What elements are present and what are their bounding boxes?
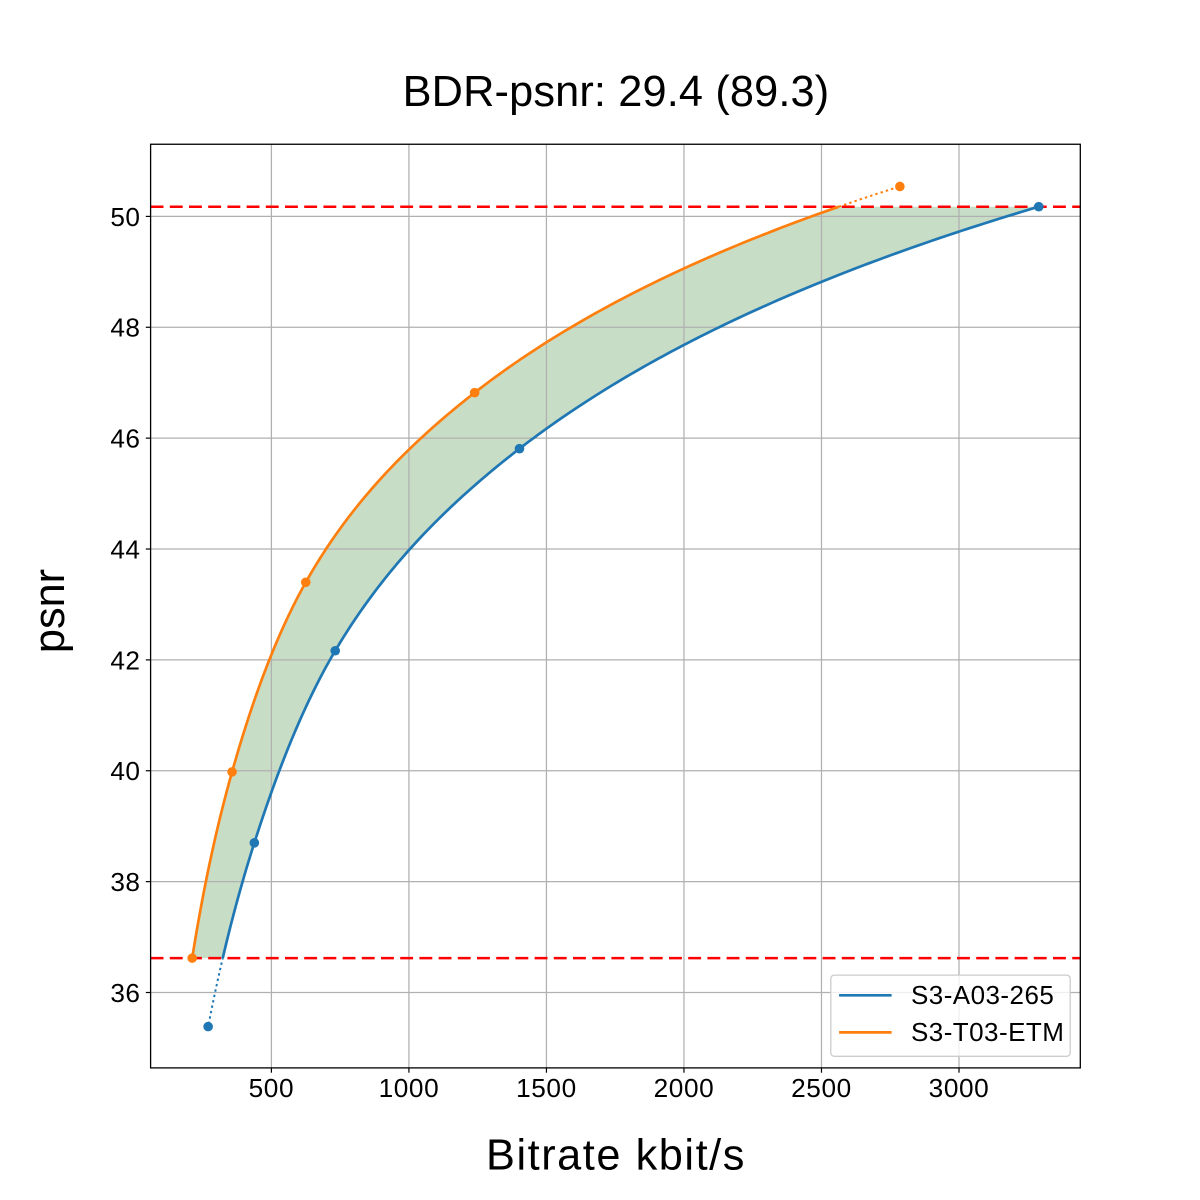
svg-text:psnr: psnr [26, 569, 74, 653]
svg-text:BDR-psnr: 29.4 (89.3): BDR-psnr: 29.4 (89.3) [403, 68, 830, 116]
svg-text:S3-T03-ETM: S3-T03-ETM [911, 1017, 1064, 1047]
svg-text:46: 46 [110, 424, 140, 454]
svg-text:2500: 2500 [791, 1073, 852, 1103]
svg-text:1000: 1000 [379, 1073, 440, 1103]
svg-text:500: 500 [249, 1073, 295, 1103]
svg-text:3000: 3000 [929, 1073, 990, 1103]
svg-text:2000: 2000 [654, 1073, 715, 1103]
svg-text:50: 50 [110, 202, 140, 232]
svg-text:Bitrate kbit/s: Bitrate kbit/s [486, 1132, 746, 1180]
svg-text:36: 36 [110, 978, 140, 1008]
svg-text:40: 40 [110, 756, 140, 786]
svg-text:1500: 1500 [516, 1073, 577, 1103]
svg-text:S3-A03-265: S3-A03-265 [911, 980, 1054, 1010]
svg-text:38: 38 [110, 867, 140, 897]
svg-text:48: 48 [110, 313, 140, 343]
svg-text:42: 42 [110, 645, 140, 675]
svg-text:44: 44 [110, 534, 140, 564]
